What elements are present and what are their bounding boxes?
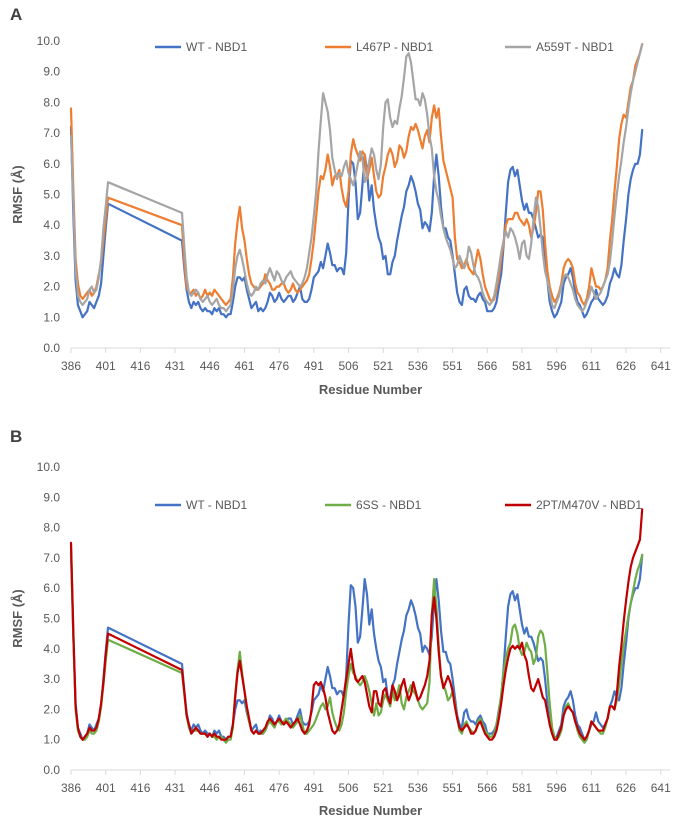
legend-label: WT - NBD1 bbox=[186, 40, 247, 54]
y-tick-label: 10.0 bbox=[37, 460, 61, 474]
x-tick-label: 386 bbox=[61, 359, 81, 373]
x-tick-label: 401 bbox=[96, 359, 116, 373]
y-tick-label: 4.0 bbox=[43, 218, 60, 232]
y-tick-label: 9.0 bbox=[43, 65, 60, 79]
panel-letter: B bbox=[10, 427, 22, 446]
x-tick-label: 596 bbox=[547, 359, 567, 373]
x-tick-label: 431 bbox=[165, 781, 185, 795]
x-tick-label: 566 bbox=[477, 359, 497, 373]
x-tick-label: 611 bbox=[582, 781, 601, 795]
legend-label: 2PT/M470V - NBD1 bbox=[536, 498, 642, 512]
x-tick-label: 536 bbox=[408, 781, 428, 795]
x-axis-title: Residue Number bbox=[319, 803, 422, 818]
y-tick-label: 2.0 bbox=[43, 702, 60, 716]
legend-label: WT - NBD1 bbox=[186, 498, 247, 512]
y-axis-title: RMSF (Å) bbox=[10, 589, 25, 648]
y-tick-label: 3.0 bbox=[43, 249, 60, 263]
y-tick-label: 5.0 bbox=[43, 612, 60, 626]
x-tick-label: 596 bbox=[547, 781, 567, 795]
x-tick-label: 461 bbox=[234, 359, 254, 373]
legend-label: L467P - NBD1 bbox=[356, 40, 433, 54]
y-tick-label: 2.0 bbox=[43, 280, 60, 294]
x-tick-label: 566 bbox=[477, 781, 497, 795]
y-tick-label: 8.0 bbox=[43, 521, 60, 535]
chart-panel-a: A 0.0 1.0 2.0 3.0 4.0 5.0 6.0 7.0 8.0 9.0 10.0 386 40… bbox=[10, 5, 671, 397]
y-tick-label: 7.0 bbox=[43, 551, 60, 565]
x-tick-label: 431 bbox=[165, 359, 185, 373]
y-tick-label: 6.0 bbox=[43, 157, 60, 171]
legend-label: A559T - NBD1 bbox=[536, 40, 614, 54]
x-tick-label: 536 bbox=[408, 359, 428, 373]
x-tick-label: 416 bbox=[130, 781, 150, 795]
x-tick-label: 476 bbox=[269, 359, 289, 373]
series-line-2 bbox=[69, 544, 644, 744]
y-tick-label: 1.0 bbox=[43, 733, 60, 747]
series-line-3 bbox=[69, 43, 644, 313]
x-tick-label: 386 bbox=[61, 781, 81, 795]
y-tick-label: 5.0 bbox=[43, 188, 60, 202]
x-tick-label: 611 bbox=[582, 359, 601, 373]
x-tick-label: 491 bbox=[304, 781, 324, 795]
x-tick-label: 581 bbox=[512, 781, 532, 795]
x-tick-label: 446 bbox=[200, 781, 220, 795]
y-tick-label: 0.0 bbox=[43, 763, 60, 777]
y-tick-label: 1.0 bbox=[43, 310, 60, 324]
panel-letter: A bbox=[10, 5, 22, 24]
series-line-3 bbox=[69, 508, 644, 741]
x-tick-label: 416 bbox=[130, 359, 150, 373]
y-axis-title: RMSF (Å) bbox=[10, 165, 25, 224]
y-tick-label: 8.0 bbox=[43, 95, 60, 109]
y-tick-label: 0.0 bbox=[43, 341, 60, 355]
x-tick-label: 551 bbox=[443, 781, 463, 795]
series-line-1 bbox=[69, 125, 644, 319]
x-tick-label: 491 bbox=[304, 359, 324, 373]
x-tick-label: 521 bbox=[373, 359, 393, 373]
x-tick-label: 521 bbox=[373, 781, 393, 795]
x-axis-title: Residue Number bbox=[319, 382, 422, 397]
x-tick-label: 626 bbox=[616, 359, 636, 373]
x-tick-label: 641 bbox=[651, 359, 671, 373]
x-tick-label: 641 bbox=[651, 781, 671, 795]
x-tick-label: 626 bbox=[616, 781, 636, 795]
x-tick-label: 446 bbox=[200, 359, 220, 373]
y-tick-label: 7.0 bbox=[43, 126, 60, 140]
x-tick-label: 476 bbox=[269, 781, 289, 795]
legend-label: 6SS - NBD1 bbox=[356, 498, 422, 512]
x-tick-label: 401 bbox=[96, 781, 116, 795]
series-line-1 bbox=[69, 550, 644, 741]
y-tick-label: 9.0 bbox=[43, 490, 60, 504]
y-tick-label: 4.0 bbox=[43, 642, 60, 656]
x-tick-label: 581 bbox=[512, 359, 532, 373]
x-tick-label: 461 bbox=[234, 781, 254, 795]
chart-panel-b: B 0.0 1.0 2.0 3.0 4.0 5.0 6.0 7.0 8.0 9.0 10.0 386 40… bbox=[10, 427, 671, 818]
y-tick-label: 10.0 bbox=[37, 34, 61, 48]
x-tick-label: 506 bbox=[339, 781, 359, 795]
y-tick-label: 3.0 bbox=[43, 672, 60, 686]
y-tick-label: 6.0 bbox=[43, 581, 60, 595]
x-tick-label: 506 bbox=[339, 359, 359, 373]
x-tick-label: 551 bbox=[443, 359, 463, 373]
